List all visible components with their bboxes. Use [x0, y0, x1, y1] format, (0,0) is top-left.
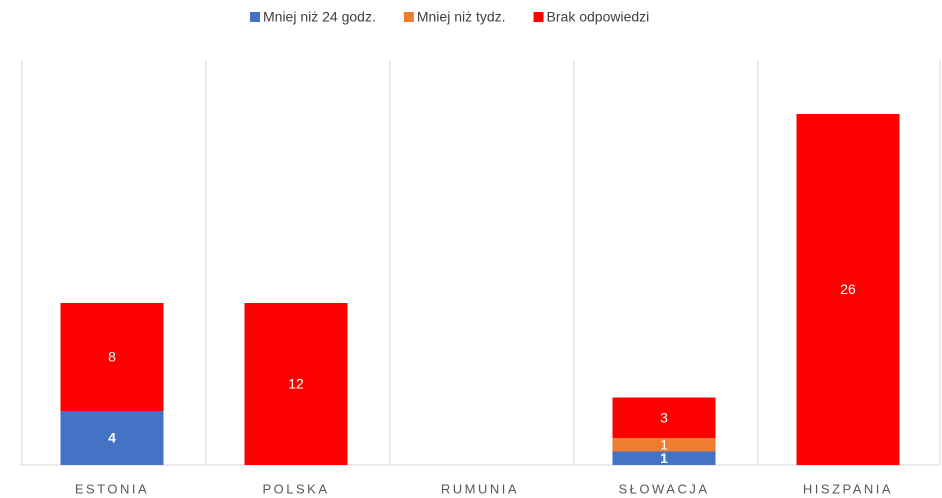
data-label: 1 [660, 436, 668, 452]
data-label: 8 [108, 349, 116, 365]
bar-segment [612, 397, 716, 438]
x-tick-label: POLSKA [262, 481, 329, 496]
data-label: 26 [840, 281, 856, 297]
legend-label: Brak odpowiedzi [547, 9, 650, 25]
bar-segment [796, 114, 900, 465]
x-tick-label: SŁOWACJA [618, 481, 709, 496]
data-label: 4 [108, 430, 116, 446]
bar-segment [612, 438, 716, 452]
legend-swatch [533, 12, 544, 22]
bar-segment [612, 451, 716, 465]
x-tick-label: ESTONIA [75, 481, 149, 496]
data-label: 12 [288, 376, 304, 392]
x-tick-label: HISZPANIA [803, 481, 893, 496]
bar-segment [60, 411, 164, 465]
bar-segment [244, 303, 348, 465]
legend-label: Mniej niż 24 godz. [263, 9, 376, 25]
x-tick-label: RUMUNIA [441, 481, 519, 496]
bar-segment [60, 303, 164, 411]
legend-swatch [250, 12, 260, 22]
data-label: 3 [660, 409, 668, 425]
legend-label: Mniej niż tydz. [417, 9, 506, 25]
data-label: 1 [660, 450, 668, 466]
legend-swatch [403, 12, 414, 22]
